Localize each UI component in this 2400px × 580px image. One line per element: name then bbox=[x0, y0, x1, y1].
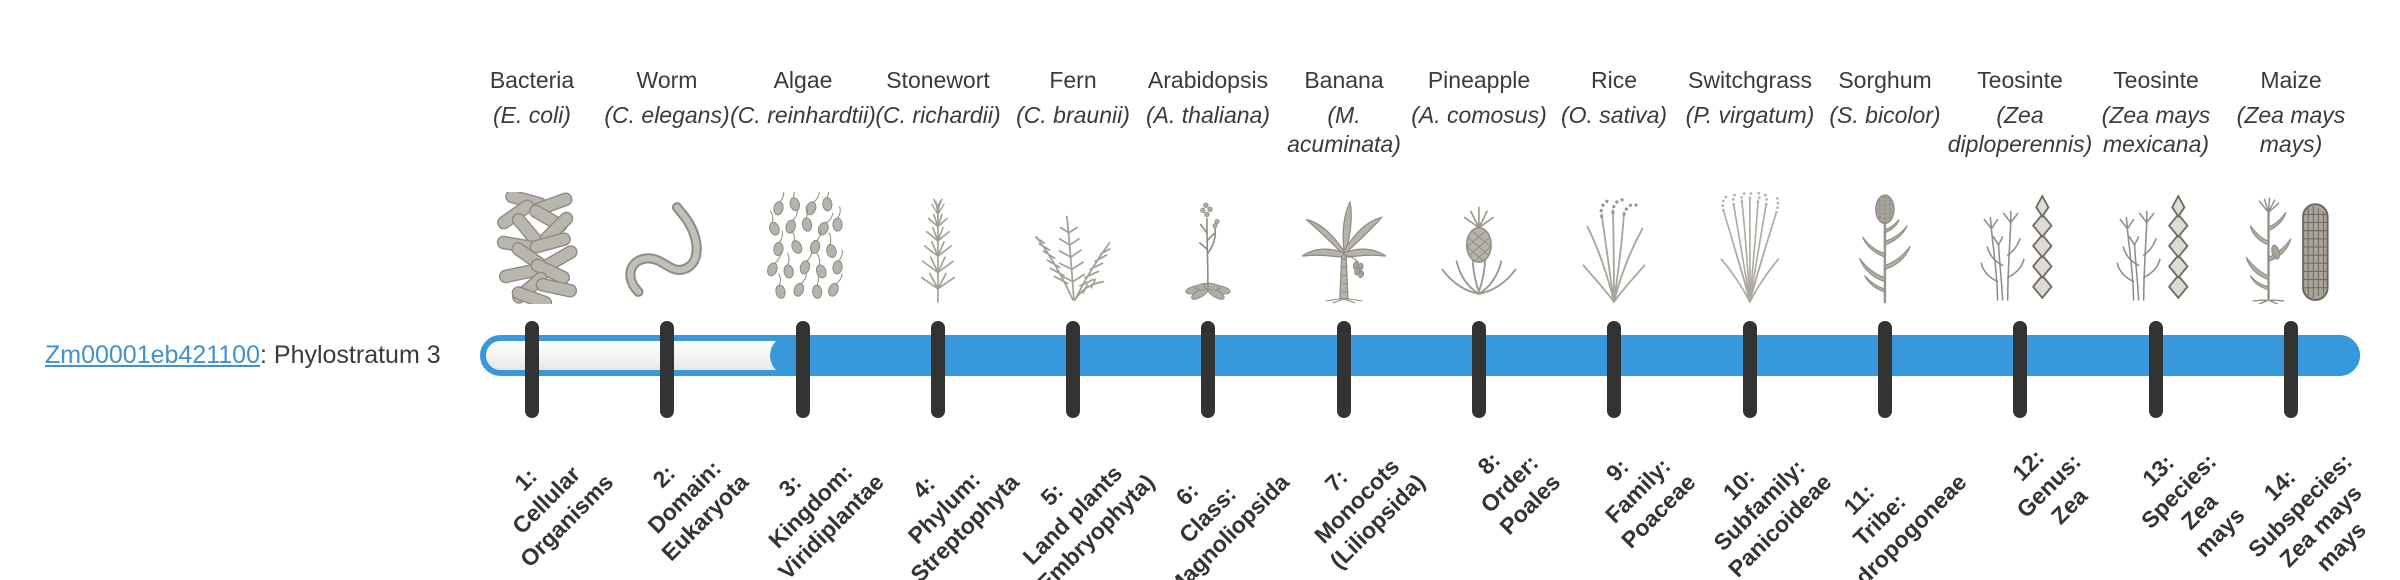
phylostratum-label-5: 5: Land plants (Embryophyta) bbox=[1017, 459, 1160, 580]
tick-stratum-8 bbox=[1472, 321, 1486, 418]
gene-label: Zm00001eb421100: Phylostratum 3 bbox=[45, 341, 441, 370]
organism-column-pineapple: Pineapple (A. comosus) bbox=[1404, 66, 1554, 304]
organism-column-arabidopsis: Arabidopsis (A. thaliana) bbox=[1133, 66, 1283, 304]
organism-scientific-name: (C. elegans) bbox=[604, 102, 730, 128]
organism-scientific-name: (M. acuminata) bbox=[1287, 102, 1401, 157]
organism-column-stonewort: Stonewort (C. richardii) bbox=[863, 66, 1013, 304]
organism-common-name: Stonewort bbox=[886, 67, 990, 93]
organism-common-name: Teosinte bbox=[1977, 67, 2063, 93]
tick-stratum-13 bbox=[2149, 321, 2163, 418]
organism-column-teosinte-mexicana: Teosinte (Zea mays mexicana) bbox=[2081, 66, 2231, 304]
organism-column-rice: Rice (O. sativa) bbox=[1539, 66, 1689, 304]
phylostratum-label-6: 6: Class: Magnoliopsida bbox=[1161, 468, 1295, 580]
maize-plant-icon bbox=[2240, 190, 2342, 304]
banana-tree-icon bbox=[1293, 190, 1395, 304]
switchgrass-icon bbox=[1699, 190, 1801, 304]
organism-column-banana: Banana (M. acuminata) bbox=[1269, 66, 1419, 304]
organism-scientific-name: (Zea mays mays) bbox=[2236, 102, 2346, 157]
tick-stratum-7 bbox=[1337, 321, 1351, 418]
organism-scientific-name: (Zea mays mexicana) bbox=[2101, 102, 2211, 157]
organism-column-fern: Fern (C. braunii) bbox=[998, 66, 1148, 304]
tick-stratum-12 bbox=[2013, 321, 2027, 418]
phylostratum-label-14: 14: Subspecies: Zea mays mays bbox=[2242, 448, 2371, 577]
phylostratum-label-8: 8: Order: Poales bbox=[1472, 446, 1566, 540]
phylostrata-fill-bar bbox=[770, 335, 2360, 376]
worm-icon bbox=[616, 190, 718, 304]
organism-scientific-name: (C. richardii) bbox=[875, 102, 1001, 128]
tick-stratum-14 bbox=[2284, 321, 2298, 418]
organism-scientific-name: (A. comosus) bbox=[1411, 102, 1547, 128]
organism-scientific-name: (E. coli) bbox=[493, 102, 571, 128]
organism-common-name: Rice bbox=[1590, 67, 1637, 93]
gene-id-link[interactable]: Zm00001eb421100 bbox=[45, 341, 260, 369]
sorghum-icon bbox=[1834, 190, 1936, 304]
tick-stratum-9 bbox=[1607, 321, 1621, 418]
tick-stratum-3 bbox=[796, 321, 810, 418]
organism-common-name: Banana bbox=[1304, 67, 1384, 93]
organism-column-worm: Worm (C. elegans) bbox=[592, 66, 742, 304]
arabidopsis-icon bbox=[1157, 190, 1259, 304]
fern-icon bbox=[1022, 190, 1124, 304]
algae-icon bbox=[752, 190, 854, 304]
organism-scientific-name: (C. reinhardtii) bbox=[730, 102, 876, 128]
organism-column-switchgrass: Switchgrass (P. virgatum) bbox=[1675, 66, 1825, 304]
organism-common-name: Switchgrass bbox=[1688, 67, 1812, 93]
stonewort-icon bbox=[887, 190, 989, 304]
gene-phylostratum-text: : Phylostratum 3 bbox=[260, 341, 441, 369]
organism-common-name: Bacteria bbox=[489, 67, 575, 93]
phylostratum-label-7: 7: Monocots (Liliopsida) bbox=[1309, 453, 1431, 574]
tick-stratum-1 bbox=[525, 321, 539, 418]
pineapple-icon bbox=[1428, 190, 1530, 304]
tick-stratum-11 bbox=[1878, 321, 1892, 418]
organism-common-name: Teosinte bbox=[2113, 67, 2199, 93]
phylostratum-label-3: 3: Kingdom: Viridiplantae bbox=[763, 458, 890, 580]
organism-common-name: Fern bbox=[1049, 67, 1097, 93]
tick-stratum-4 bbox=[931, 321, 945, 418]
organism-common-name: Arabidopsis bbox=[1147, 67, 1269, 93]
phylostratum-label-9: 9: Family: Poaceae bbox=[1599, 452, 1701, 554]
organism-column-algae: Algae (C. reinhardtii) bbox=[728, 66, 878, 304]
organism-common-name: Algae bbox=[773, 67, 833, 93]
organism-scientific-name: (O. sativa) bbox=[1560, 102, 1668, 128]
organism-scientific-name: (C. braunii) bbox=[1016, 102, 1130, 128]
teosinte-plant-icon bbox=[1969, 190, 2071, 304]
bacteria-icon bbox=[481, 190, 583, 304]
phylostratum-label-12: 12: Genus: Zea bbox=[2006, 443, 2093, 530]
tick-stratum-6 bbox=[1201, 321, 1215, 418]
organism-common-name: Maize bbox=[2260, 67, 2322, 93]
organism-column-teosinte-diploperennis: Teosinte (Zea diploperennis) bbox=[1945, 66, 2095, 304]
organism-scientific-name: (S. bicolor) bbox=[1829, 102, 1941, 128]
teosinte-plant-icon bbox=[2105, 190, 2207, 304]
organism-common-name: Pineapple bbox=[1427, 67, 1531, 93]
organism-scientific-name: (P. virgatum) bbox=[1685, 102, 1815, 128]
rice-plant-icon bbox=[1563, 190, 1665, 304]
organism-scientific-name: (A. thaliana) bbox=[1145, 102, 1270, 128]
organism-common-name: Sorghum bbox=[1838, 67, 1932, 93]
phylostratum-label-1: 1: Cellular Organisms bbox=[506, 460, 619, 573]
organism-column-sorghum: Sorghum (S. bicolor) bbox=[1810, 66, 1960, 304]
organism-column-bacteria: Bacteria (E. coli) bbox=[457, 66, 607, 304]
organism-column-maize: Maize (Zea mays mays) bbox=[2216, 66, 2366, 304]
tick-stratum-10 bbox=[1743, 321, 1757, 418]
organism-scientific-name: (Zea diploperennis) bbox=[1947, 102, 2093, 157]
organism-common-name: Worm bbox=[636, 67, 698, 93]
tick-stratum-2 bbox=[660, 321, 674, 418]
tick-stratum-5 bbox=[1066, 321, 1080, 418]
phylostratum-label-2: 2: Domain: Eukaryota bbox=[642, 455, 754, 566]
